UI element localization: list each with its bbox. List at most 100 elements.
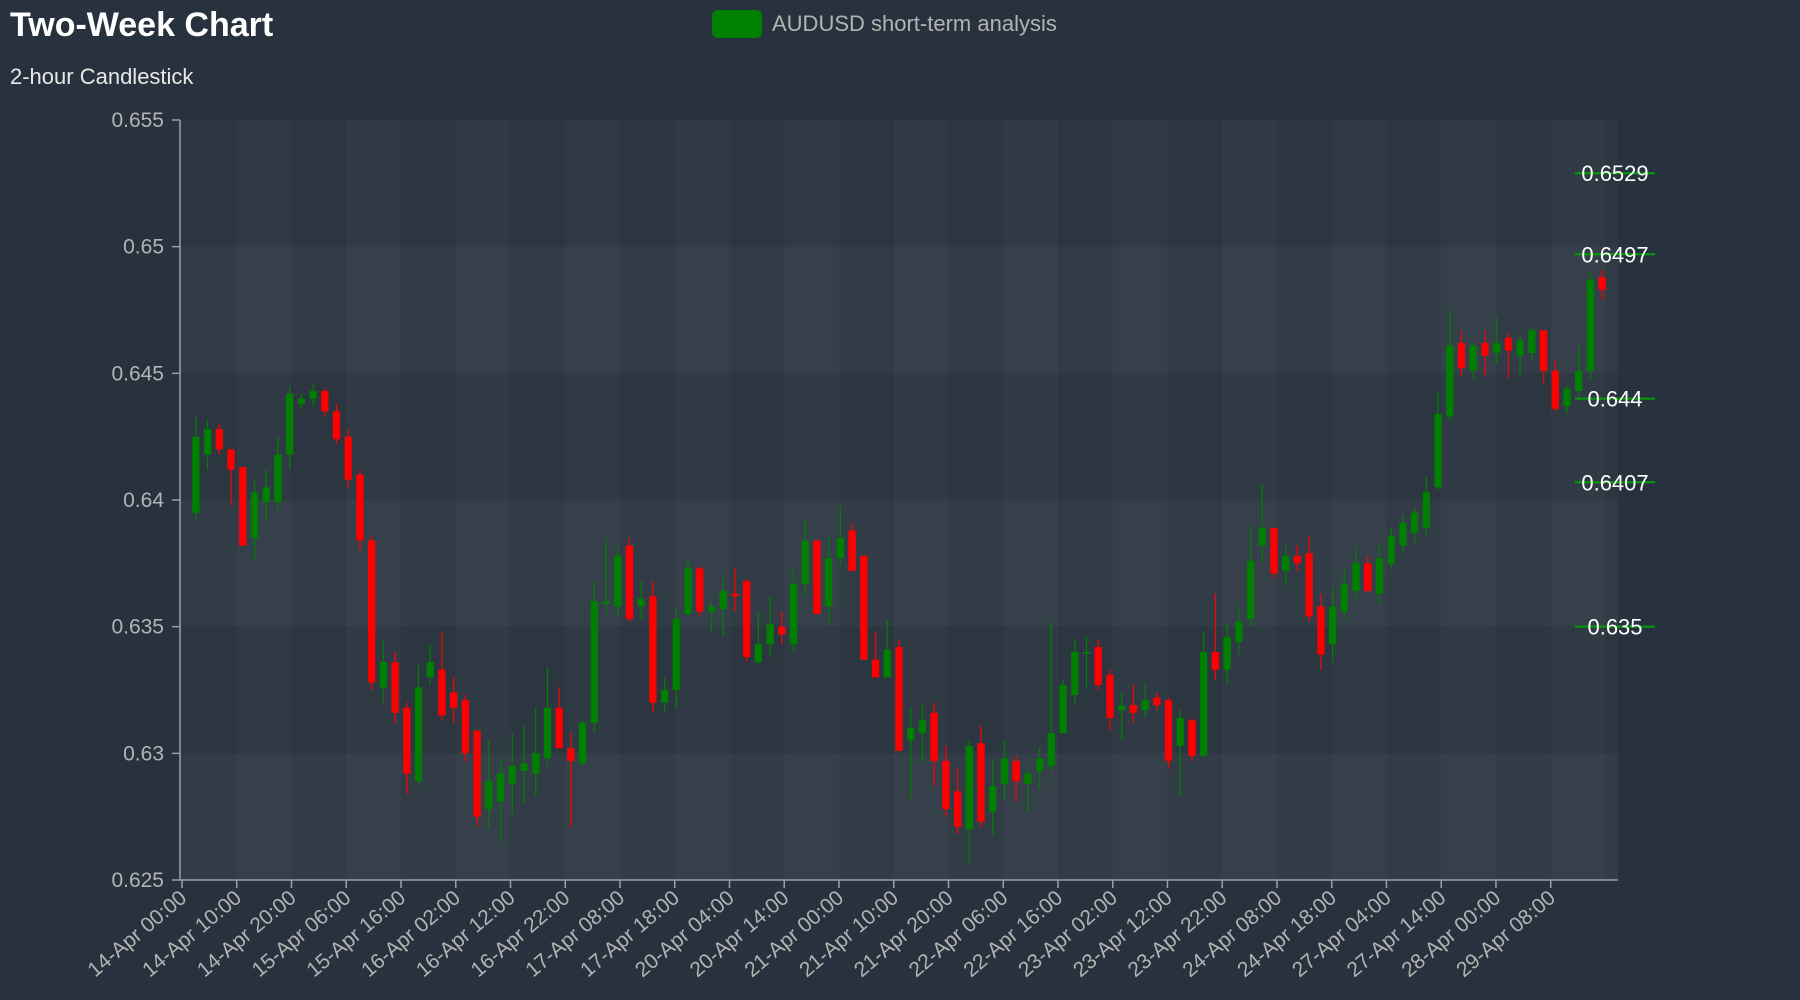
candle-up — [192, 436, 200, 513]
grid-column — [1222, 120, 1277, 880]
grid-band — [180, 246, 1618, 374]
candle-down — [332, 411, 341, 440]
candle-up — [250, 492, 259, 538]
candle-up — [1047, 733, 1055, 766]
candle-up — [989, 786, 997, 812]
candle-up — [1516, 340, 1524, 356]
candle-up — [1282, 555, 1290, 571]
candle-down — [567, 748, 575, 761]
candle-down — [461, 700, 470, 754]
candle-down — [1598, 277, 1606, 290]
level-label: 0.6497 — [1581, 242, 1648, 267]
candle-down — [743, 581, 751, 658]
candle-up — [1328, 606, 1337, 645]
candle-down — [731, 593, 739, 597]
candle-up — [1035, 758, 1044, 772]
candle-down — [1153, 697, 1161, 706]
candle-down — [813, 540, 821, 614]
candle-up — [637, 598, 645, 607]
y-tick-label: 0.63 — [123, 742, 164, 765]
candle-down — [215, 429, 223, 450]
candle-up — [1340, 583, 1348, 612]
legend[interactable]: AUDUSD short-term analysis — [712, 10, 1057, 38]
candle-down — [977, 743, 985, 822]
grid-column — [456, 120, 511, 880]
legend-swatch — [712, 10, 762, 38]
candle-up — [1246, 560, 1255, 620]
candle-up — [1059, 684, 1067, 734]
candle-up — [1411, 512, 1419, 533]
candle-up — [508, 766, 516, 784]
candle-down — [1305, 553, 1313, 617]
candle-down — [1293, 555, 1302, 564]
candle-up — [426, 662, 434, 678]
y-tick-label: 0.645 — [111, 362, 164, 385]
candle-up — [1082, 652, 1091, 654]
candle-down — [860, 555, 868, 660]
candle-up — [1422, 492, 1430, 528]
y-tick-label: 0.625 — [111, 869, 164, 892]
candle-up — [1352, 563, 1360, 592]
level-label: 0.644 — [1587, 387, 1642, 412]
candle-up — [1176, 717, 1184, 746]
candle-up — [1141, 700, 1149, 711]
candle-down — [778, 626, 786, 635]
level-label: 0.6529 — [1581, 161, 1648, 186]
candle-down — [1317, 606, 1325, 655]
grid-column — [565, 120, 620, 880]
candle-up — [1258, 527, 1266, 546]
candle-down — [438, 669, 446, 716]
candle-down — [1129, 705, 1138, 713]
candle-up — [1200, 652, 1208, 756]
candle-down — [930, 712, 938, 761]
candle-up — [754, 644, 763, 663]
candle-down — [344, 436, 352, 480]
candle-up — [285, 393, 294, 455]
candle-down — [450, 692, 458, 708]
candle-up — [1118, 705, 1126, 711]
candle-down — [848, 530, 856, 571]
candle-down — [1188, 720, 1196, 756]
candle-down — [1481, 342, 1489, 356]
candle-down — [391, 662, 399, 713]
candle-up — [965, 745, 973, 830]
candle-up — [907, 728, 915, 741]
legend-label: AUDUSD short-term analysis — [772, 11, 1057, 36]
candle-up — [274, 454, 282, 503]
candle-up — [1071, 652, 1079, 696]
candle-up — [496, 773, 505, 802]
candle-up — [578, 722, 587, 764]
candle-up — [719, 591, 727, 609]
candle-up — [825, 558, 833, 607]
candle-up — [1399, 522, 1407, 546]
candle-down — [1270, 527, 1278, 574]
candle-up — [590, 601, 598, 723]
candle-up — [766, 624, 774, 645]
candle-down — [953, 791, 962, 827]
candle-down — [1094, 646, 1102, 685]
grid-column — [346, 120, 401, 880]
candle-up — [1235, 621, 1243, 642]
candle-up — [1024, 773, 1032, 784]
grid-column — [784, 120, 839, 880]
candle-up — [203, 429, 212, 455]
candle-up — [1000, 758, 1009, 784]
candle-down — [895, 646, 903, 751]
candle-up — [672, 619, 680, 690]
candle-up — [1387, 535, 1395, 564]
candle-up — [1446, 345, 1454, 417]
candle-up — [309, 391, 317, 399]
level-label: 0.6407 — [1581, 470, 1648, 495]
candle-down — [403, 707, 411, 774]
candle-up — [883, 649, 891, 678]
candle-down — [239, 467, 247, 546]
y-tick-label: 0.64 — [123, 489, 164, 512]
candle-down — [1164, 700, 1173, 761]
candle-down — [1211, 652, 1220, 670]
grid-column — [894, 120, 949, 880]
y-tick-label: 0.65 — [123, 236, 164, 259]
candle-up — [532, 753, 540, 774]
candle-up — [1434, 413, 1442, 488]
candle-down — [649, 596, 657, 703]
